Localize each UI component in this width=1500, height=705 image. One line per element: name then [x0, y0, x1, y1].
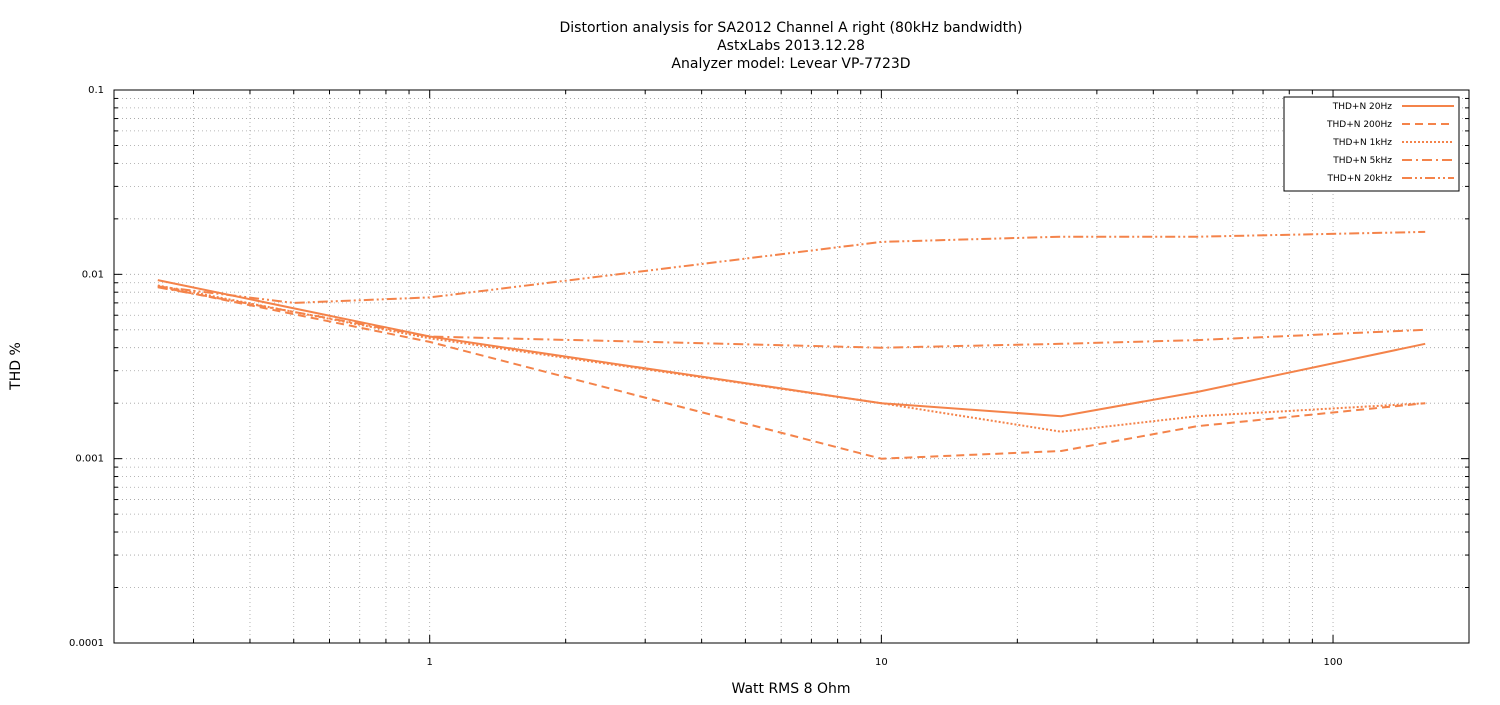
legend-label: THD+N 5kHz	[1332, 156, 1392, 166]
series-line-5	[157, 230, 1426, 304]
legend: THD+N 20Hz THD+N 200Hz THD+N 1kHz THD+N 5kH…	[1283, 96, 1460, 192]
series-lines	[157, 230, 1426, 460]
x-tick-label: 10	[875, 657, 888, 668]
y-axis-label: THD %	[8, 342, 24, 391]
axis-ticks: 1 10 100 0.1 0.01 0.001 0.0001	[69, 85, 1470, 668]
title-line-2: AstxLabs 2013.12.28	[717, 38, 865, 54]
legend-box	[1283, 96, 1460, 192]
series-line-3	[157, 284, 1426, 433]
legend-label: THD+N 200Hz	[1326, 120, 1392, 130]
y-tick-label: 0.1	[88, 85, 104, 96]
title-line-1: Distortion analysis for SA2012 Channel A…	[560, 20, 1023, 36]
grid-lines	[113, 89, 1470, 644]
legend-label: THD+N 20kHz	[1327, 174, 1393, 184]
x-tick-label: 1	[427, 657, 433, 668]
chart-title: Distortion analysis for SA2012 Channel A…	[560, 20, 1023, 72]
title-line-3: Analyzer model: Levear VP-7723D	[671, 56, 910, 72]
legend-label: THD+N 20Hz	[1332, 102, 1393, 112]
legend-label: THD+N 1kHz	[1332, 138, 1392, 148]
y-tick-label: 0.001	[75, 454, 104, 465]
series-line-4	[157, 286, 1426, 349]
x-tick-label: 100	[1323, 657, 1342, 668]
y-tick-label: 0.01	[82, 269, 104, 280]
y-tick-label: 0.0001	[69, 638, 104, 649]
plot-frame	[113, 89, 1470, 644]
series-line-2	[157, 285, 1426, 460]
x-axis-label: Watt RMS 8 Ohm	[732, 681, 851, 697]
series-line-1	[157, 279, 1426, 418]
